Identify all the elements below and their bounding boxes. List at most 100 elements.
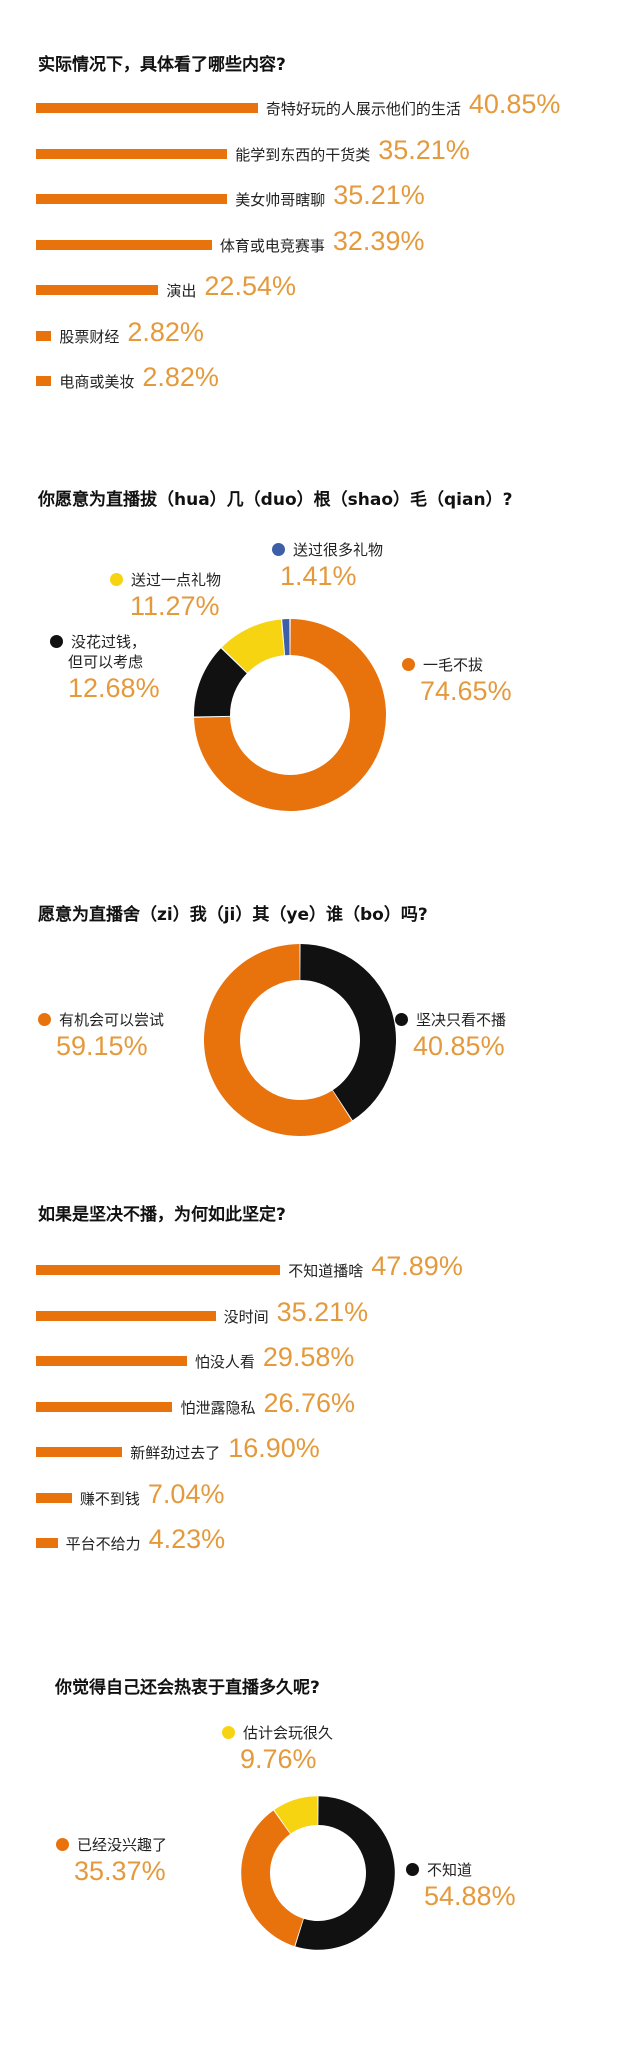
legend-dot [38, 1013, 51, 1026]
bar-value-label: 2.82% [142, 362, 219, 392]
bar-value-label: 16.90% [228, 1433, 320, 1463]
bar-label: 新鲜劲过去了 [130, 1444, 221, 1462]
bar [36, 376, 52, 386]
bar [36, 1492, 72, 1503]
legend-item-dont-know: 不知道 54.88% [406, 1860, 516, 1912]
donut-chart-how-long [241, 1796, 395, 1950]
bar-label: 电商或美妆 [59, 373, 135, 391]
legend-value: 59.15% [56, 1031, 148, 1061]
bar-label: 能学到东西的干货类 [235, 145, 371, 164]
bar-row: 怕没人看 29.58% [0, 1341, 640, 1381]
legend-item-many-gifts: 送过很多礼物 1.41% [272, 540, 383, 592]
bar-row: 不知道播啥 47.89% [0, 1250, 640, 1290]
bar-value-label: 35.21% [276, 1296, 369, 1327]
bar-label: 演出 [166, 282, 197, 300]
legend-label: 有机会可以尝试 [59, 1011, 165, 1029]
bar [36, 1310, 216, 1321]
bar [36, 239, 212, 250]
legend-label: 没花过钱， [71, 633, 147, 651]
bar [36, 194, 228, 204]
legend-item-try: 有机会可以尝试 59.15% [38, 1010, 164, 1062]
chart-title: 你觉得自己还会热衷于直播多久呢? [55, 1678, 320, 1698]
legend-label: 已经没兴趣了 [77, 1836, 168, 1854]
legend-item-no-interest: 已经没兴趣了 35.37% [56, 1835, 167, 1887]
legend-dot [56, 1838, 69, 1851]
donut-chart-spending [194, 619, 386, 811]
bar-row: 奇特好玩的人展示他们的生活 40.85% [0, 88, 640, 128]
bar-label: 体育或电竞赛事 [219, 236, 325, 255]
legend-value: 9.76% [240, 1744, 317, 1774]
bar-value-label: 47.89% [371, 1251, 463, 1281]
legend-label: 送过很多礼物 [293, 541, 384, 559]
legend-value: 40.85% [413, 1031, 505, 1061]
legend-label: 送过一点礼物 [131, 571, 222, 589]
bar-row: 新鲜劲过去了 16.90% [0, 1432, 640, 1472]
bar-row: 体育或电竞赛事 32.39% [0, 225, 640, 265]
bar-label: 没时间 [223, 1307, 269, 1326]
bar-label: 股票财经 [59, 327, 120, 346]
legend-label: 一毛不拔 [423, 656, 484, 674]
donut-slice [241, 1810, 304, 1947]
bar [36, 148, 228, 159]
bar-row: 电商或美妆 2.82% [0, 361, 640, 401]
legend-dot [110, 573, 123, 586]
chart-title: 愿意为直播舍（zi）我（ji）其（ye）谁（bo）吗? [38, 905, 428, 925]
chart-title: 如果是坚决不播，为何如此坚定? [38, 1205, 286, 1225]
bar-value-label: 22.54% [204, 271, 296, 301]
legend-dot [406, 1863, 419, 1876]
bar-label: 不知道播啥 [288, 1262, 364, 1280]
bar-label: 怕泄露隐私 [180, 1398, 256, 1417]
legend-dot [222, 1726, 235, 1739]
legend-value: 1.41% [280, 561, 357, 591]
bar [36, 1447, 123, 1457]
legend-dot [272, 543, 285, 556]
legend-item-watch-only: 坚决只看不播 40.85% [395, 1010, 506, 1062]
legend-value: 11.27% [130, 591, 220, 621]
donut-slice [194, 648, 247, 717]
legend-item-no-pay: 一毛不拔 74.65% [402, 655, 512, 707]
bar-value-label: 32.39% [332, 225, 425, 256]
bar-row: 演出 22.54% [0, 270, 640, 310]
bar [36, 103, 258, 113]
bar-value-label: 26.76% [263, 1387, 356, 1418]
bar-value-label: 4.23% [148, 1524, 226, 1554]
legend-label-line2: 但可以考虑 [68, 653, 144, 671]
bar-row: 怕泄露隐私 26.76% [0, 1387, 640, 1427]
bar [36, 330, 52, 341]
bar-value-label: 29.58% [262, 1342, 355, 1372]
chart-title: 你愿意为直播拔（hua）几（duo）根（shao）毛（qian）? [38, 490, 513, 510]
bar-row: 股票财经 2.82% [0, 316, 640, 356]
legend-item-few-gifts: 送过一点礼物 11.27% [110, 570, 221, 622]
bar-row: 赚不到钱 7.04% [0, 1478, 640, 1518]
donut-slice [300, 944, 397, 1121]
donut-slice [274, 1796, 318, 1834]
legend-value: 12.68% [68, 673, 160, 703]
bar-label: 怕没人看 [194, 1353, 255, 1371]
legend-dot [395, 1013, 408, 1026]
bar-value-label: 40.85% [468, 89, 561, 119]
bar-value-label: 35.21% [333, 180, 425, 210]
donut-slice [295, 1796, 395, 1950]
bar [36, 1265, 281, 1275]
bar-value-label: 2.82% [127, 316, 204, 347]
bar-label: 赚不到钱 [79, 1489, 140, 1508]
bar-value-label: 7.04% [147, 1478, 225, 1509]
legend-label: 估计会玩很久 [243, 1724, 334, 1742]
legend-label: 坚决只看不播 [416, 1011, 507, 1029]
bar-row: 能学到东西的干货类 35.21% [0, 134, 640, 174]
bar [36, 1401, 173, 1412]
legend-dot [402, 658, 415, 671]
bar-row: 平台不给力 4.23% [0, 1523, 640, 1563]
bar-value-label: 35.21% [378, 134, 470, 165]
legend-value: 74.65% [420, 676, 512, 706]
bar-row: 没时间 35.21% [0, 1296, 640, 1336]
donut-slice [204, 944, 352, 1136]
chart-title: 实际情况下，具体看了哪些内容? [38, 55, 286, 75]
bar-row: 美女帅哥瞎聊 35.21% [0, 179, 640, 219]
bar [36, 1356, 187, 1366]
donut-slice [221, 619, 285, 673]
donut-slice [194, 619, 386, 811]
bar [36, 1538, 58, 1548]
legend-item-long-time: 估计会玩很久 9.76% [222, 1723, 333, 1775]
